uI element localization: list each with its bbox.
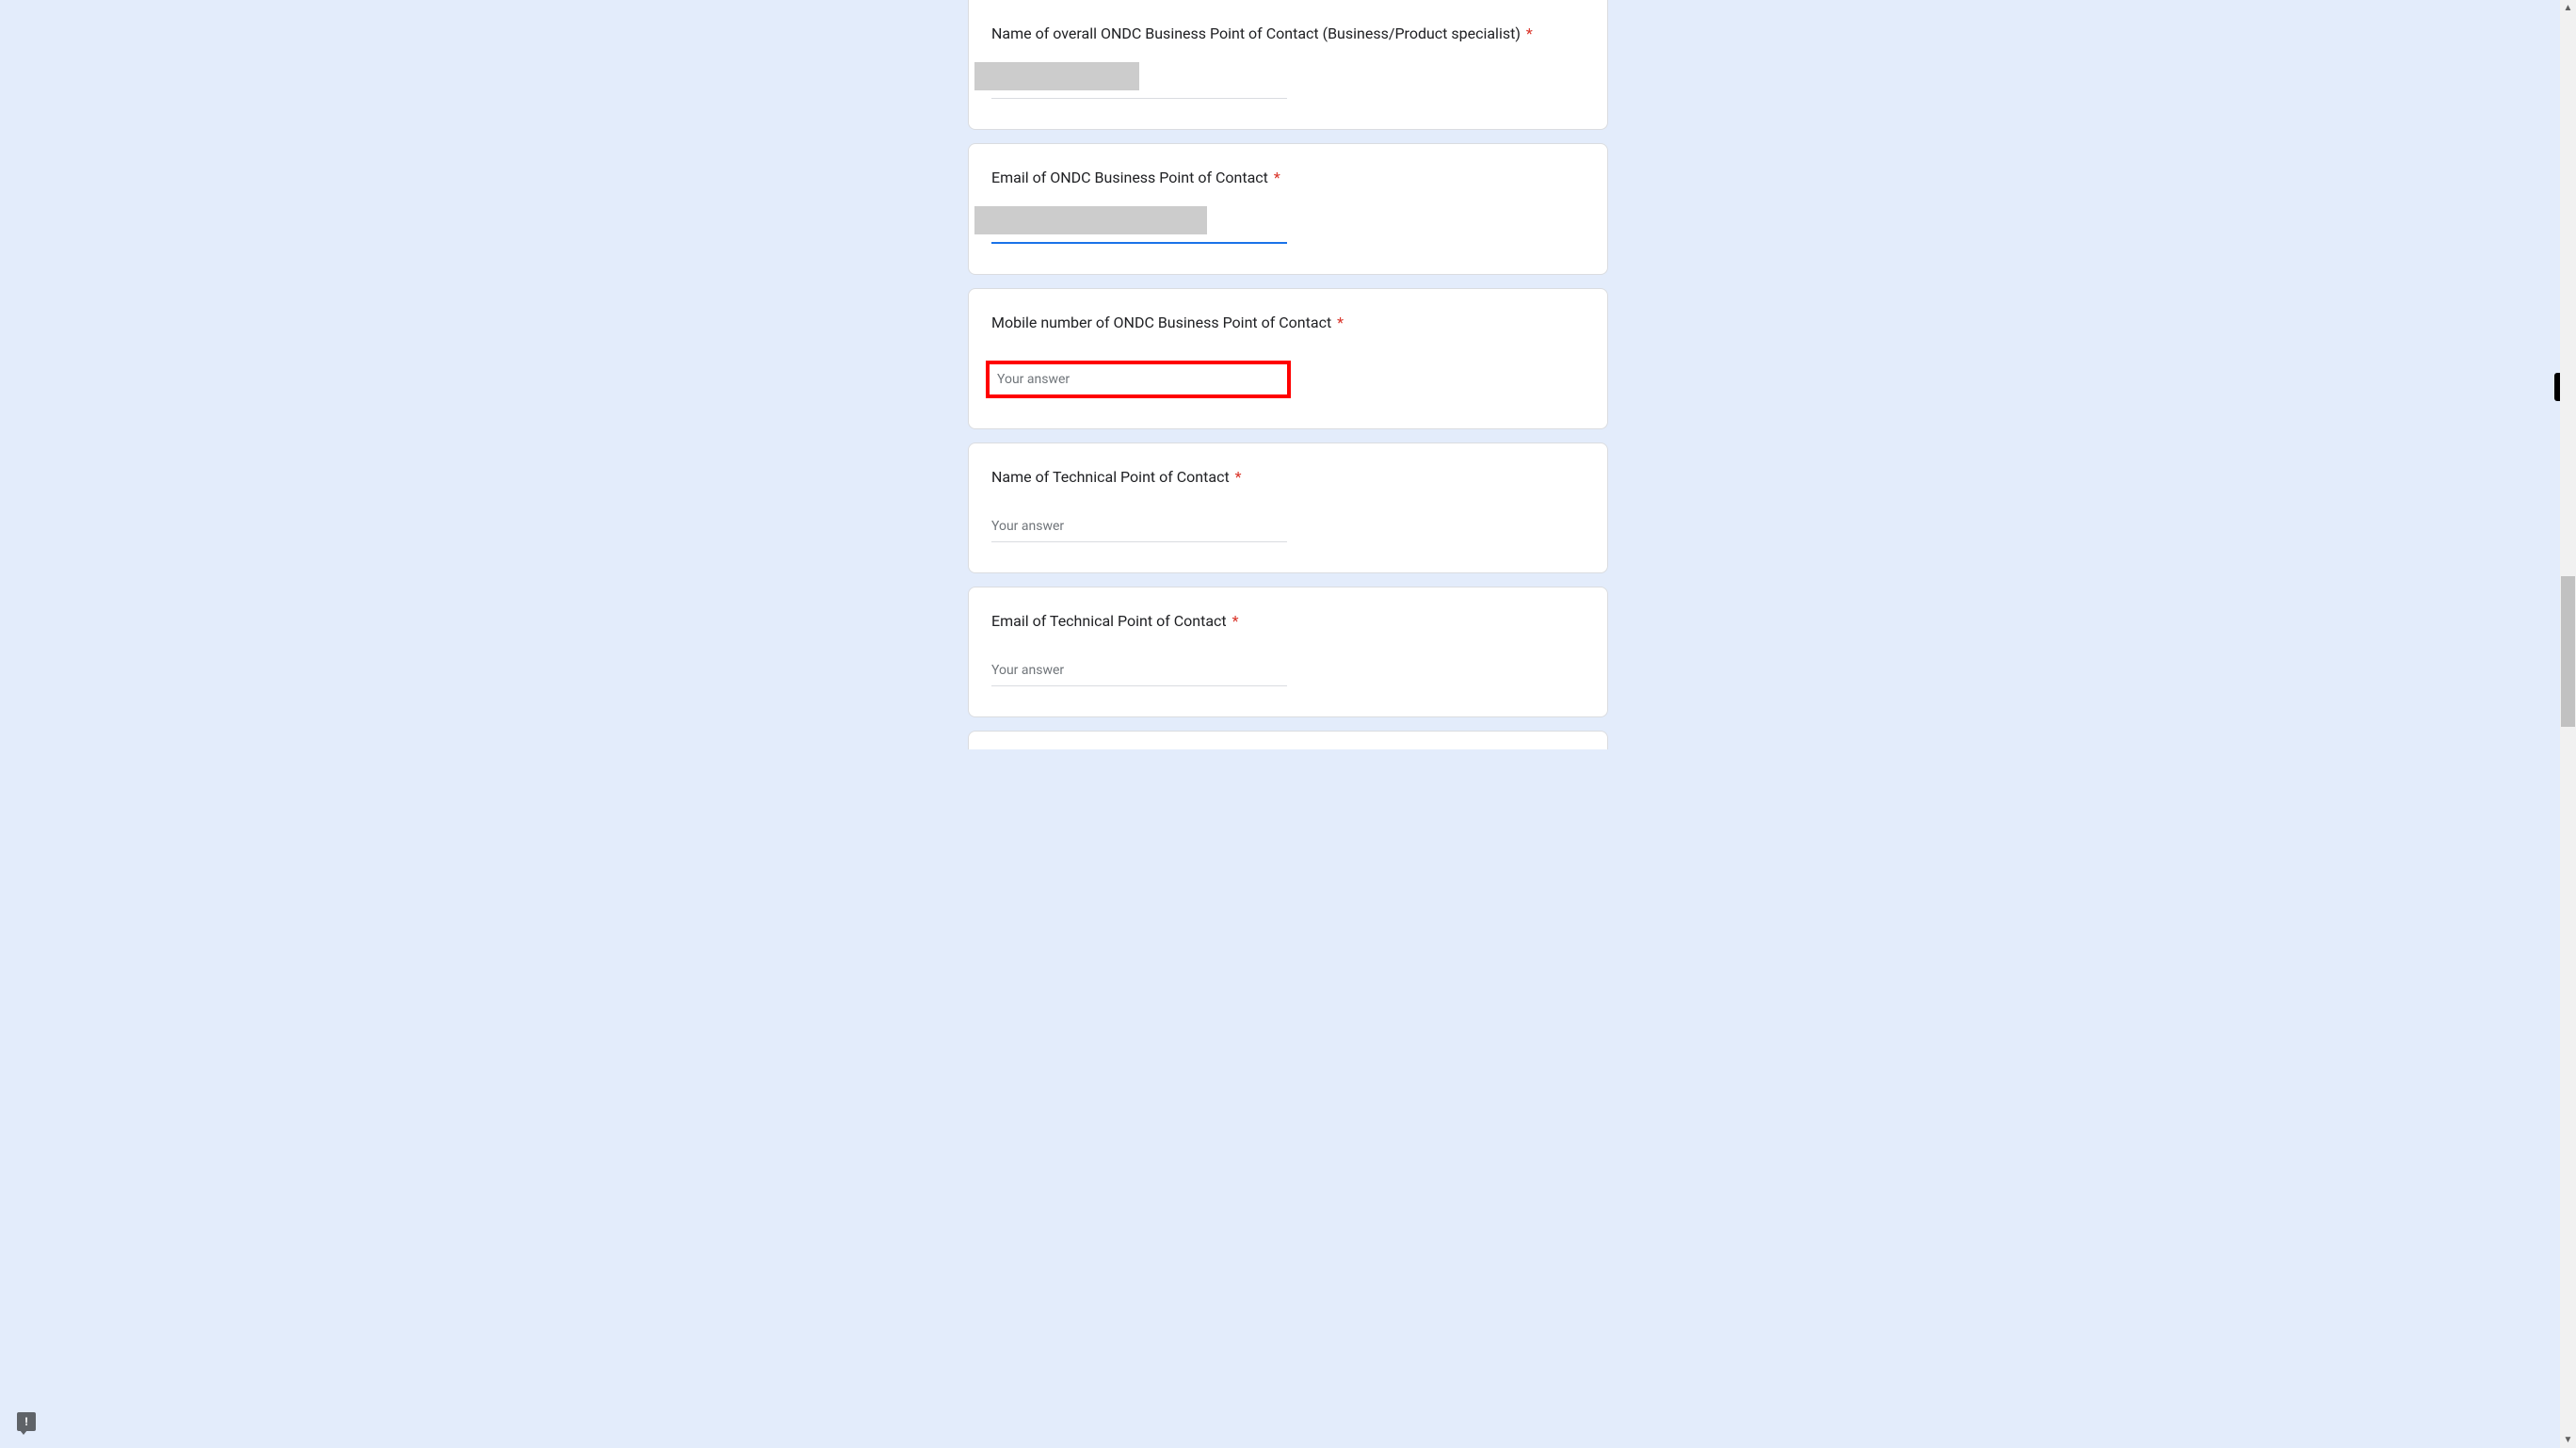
scrollbar-down-arrow-icon[interactable]: ▼: [2560, 1432, 2576, 1448]
feedback-icon: !: [24, 1415, 27, 1428]
required-asterisk: *: [1232, 612, 1239, 630]
technical-email-input[interactable]: [991, 659, 1287, 686]
input-wrapper: [991, 515, 1287, 542]
question-card-partial: [968, 731, 1608, 749]
required-asterisk: *: [1337, 314, 1344, 331]
required-asterisk: *: [1526, 24, 1533, 42]
question-label: Name of overall ONDC Business Point of C…: [991, 23, 1585, 45]
input-wrapper: [991, 216, 1287, 244]
question-card-business-email: Email of ONDC Business Point of Contact …: [968, 143, 1608, 275]
highlighted-input-wrapper: [986, 361, 1291, 398]
redacted-content: [974, 62, 1139, 90]
scrollbar-thumb[interactable]: [2561, 576, 2575, 727]
label-text: Name of overall ONDC Business Point of C…: [991, 24, 1521, 42]
question-card-technical-email: Email of Technical Point of Contact *: [968, 587, 1608, 717]
scrollbar[interactable]: ▲ ▼: [2560, 0, 2576, 1448]
question-label: Email of Technical Point of Contact *: [991, 610, 1585, 633]
question-card-technical-name: Name of Technical Point of Contact *: [968, 442, 1608, 573]
scrollbar-up-arrow-icon[interactable]: ▲: [2560, 0, 2576, 16]
feedback-button[interactable]: !: [17, 1412, 36, 1431]
question-card-business-mobile: Mobile number of ONDC Business Point of …: [968, 288, 1608, 429]
business-mobile-input[interactable]: [993, 368, 1283, 391]
question-label: Name of Technical Point of Contact *: [991, 466, 1585, 489]
required-asterisk: *: [1274, 169, 1280, 186]
input-wrapper: [991, 659, 1287, 686]
redacted-content: [974, 206, 1207, 234]
question-label: Email of ONDC Business Point of Contact …: [991, 167, 1585, 189]
form-container: Name of overall ONDC Business Point of C…: [968, 0, 1608, 749]
question-card-business-name: Name of overall ONDC Business Point of C…: [968, 0, 1608, 130]
question-label: Mobile number of ONDC Business Point of …: [991, 312, 1585, 334]
technical-name-input[interactable]: [991, 515, 1287, 542]
label-text: Email of ONDC Business Point of Contact: [991, 169, 1268, 186]
label-text: Mobile number of ONDC Business Point of …: [991, 314, 1331, 331]
label-text: Name of Technical Point of Contact: [991, 468, 1230, 486]
side-indicator: [2554, 373, 2560, 401]
required-asterisk: *: [1235, 468, 1242, 486]
input-wrapper: [991, 72, 1287, 99]
label-text: Email of Technical Point of Contact: [991, 612, 1227, 630]
